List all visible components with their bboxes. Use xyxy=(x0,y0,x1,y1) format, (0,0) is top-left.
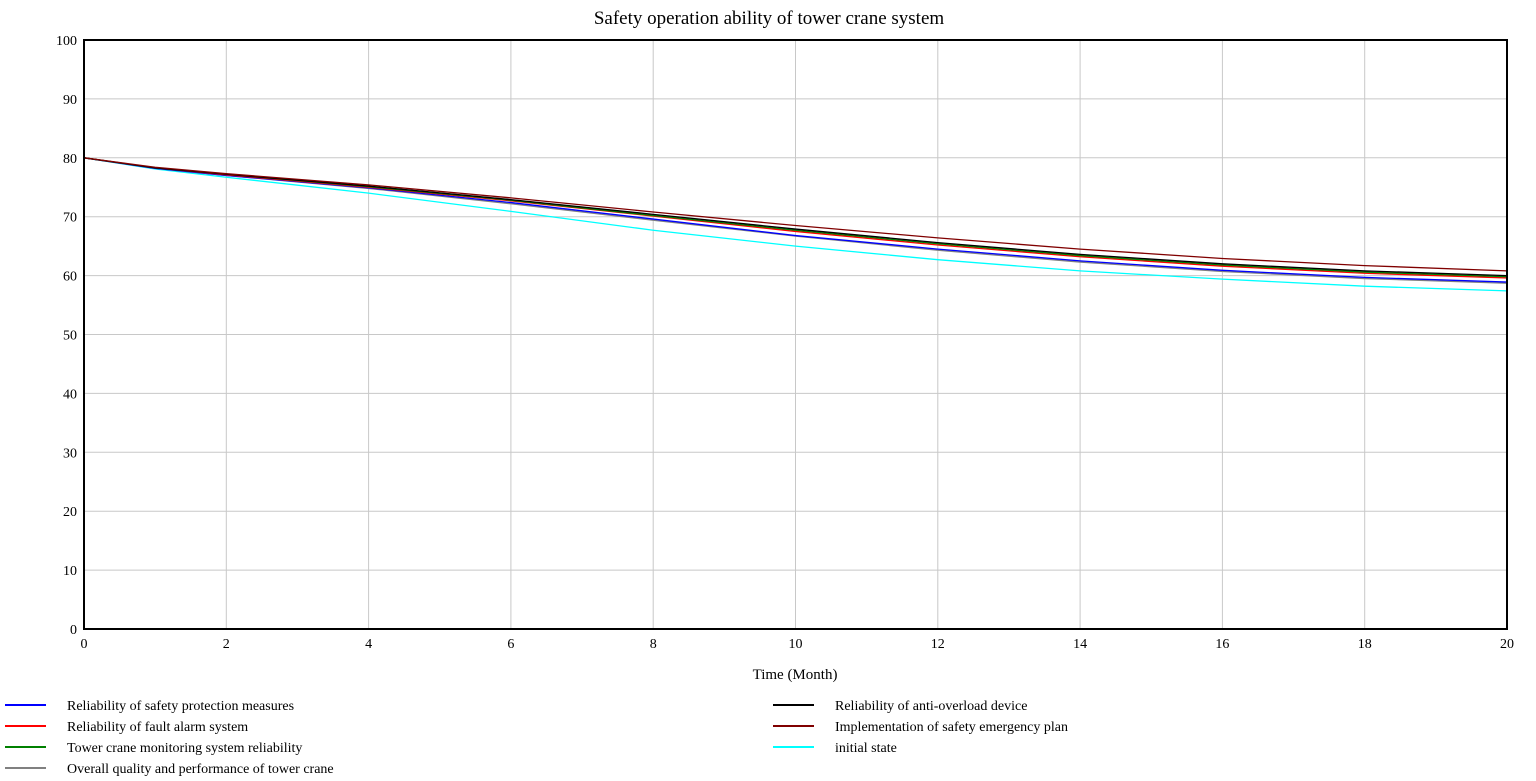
legend-label: Reliability of anti-overload device xyxy=(835,699,1027,714)
y-tick-label: 70 xyxy=(63,211,77,226)
ticks: 0 2 4 6 8 10 12 14 16 18 20 0 10 20 30 40 50 60 70 80 90 100 xyxy=(56,34,1514,652)
y-tick-label: 10 xyxy=(63,564,77,579)
y-tick-label: 100 xyxy=(56,34,77,49)
series-line-6 xyxy=(83,157,1508,292)
series-line-5 xyxy=(83,157,1508,272)
series-layer xyxy=(83,157,1508,292)
legend: Reliability of safety protection measure… xyxy=(5,699,1068,777)
grid xyxy=(84,40,1507,629)
x-tick-label: 20 xyxy=(1500,637,1514,652)
legend-label: Reliability of safety protection measure… xyxy=(67,699,294,714)
x-tick-label: 16 xyxy=(1215,637,1229,652)
x-tick-label: 2 xyxy=(223,637,230,652)
legend-label: Implementation of safety emergency plan xyxy=(835,720,1068,735)
y-tick-label: 30 xyxy=(63,446,77,461)
x-tick-label: 18 xyxy=(1358,637,1372,652)
legend-label: Reliability of fault alarm system xyxy=(67,720,248,735)
y-tick-label: 80 xyxy=(63,152,77,167)
y-tick-label: 40 xyxy=(63,387,77,402)
x-tick-label: 4 xyxy=(365,637,372,652)
x-tick-label: 0 xyxy=(81,637,88,652)
x-tick-label: 8 xyxy=(650,637,657,652)
plot-frame xyxy=(83,39,1508,630)
x-tick-label: 6 xyxy=(507,637,514,652)
x-tick-label: 12 xyxy=(931,637,945,652)
legend-label: Tower crane monitoring system reliabilit… xyxy=(67,741,302,756)
legend-label: Overall quality and performance of tower… xyxy=(67,762,334,777)
y-tick-label: 50 xyxy=(63,329,77,344)
y-tick-label: 20 xyxy=(63,505,77,520)
chart-title: Safety operation ability of tower crane … xyxy=(594,8,945,29)
y-tick-label: 60 xyxy=(63,270,77,285)
y-tick-label: 0 xyxy=(70,623,77,638)
legend-label: initial state xyxy=(835,741,897,756)
x-tick-label: 14 xyxy=(1073,637,1087,652)
x-tick-label: 10 xyxy=(789,637,803,652)
y-tick-label: 90 xyxy=(63,93,77,108)
x-axis-label: Time (Month) xyxy=(753,667,838,683)
